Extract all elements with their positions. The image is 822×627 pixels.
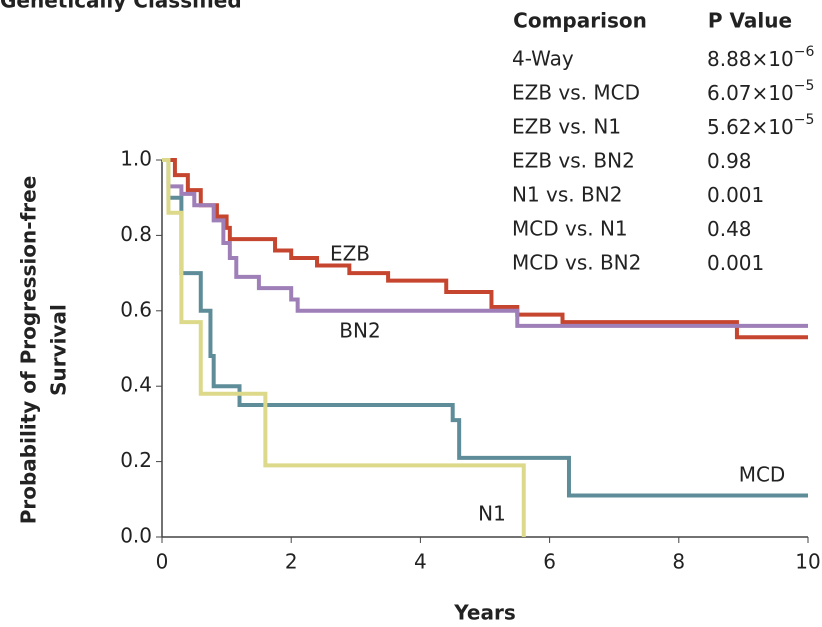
y-tick-label: 0.4 [120, 373, 152, 397]
x-tick-label: 10 [795, 550, 820, 574]
table-comparison: EZB vs. N1 [512, 115, 621, 139]
x-tick-label: 8 [672, 550, 685, 574]
table-comparison: 4-Way [512, 47, 574, 71]
table-p-value: 5.62×10−5 [707, 112, 814, 139]
survival-curve [162, 158, 808, 328]
y-tick-label: 0.2 [120, 448, 152, 472]
table-comparison: MCD vs. N1 [512, 217, 628, 241]
table-p-value: 0.48 [707, 217, 752, 241]
table-p-value: 8.88×10−6 [707, 44, 814, 71]
series-label: N1 [478, 502, 506, 526]
table-comparison: MCD vs. BN2 [512, 251, 641, 275]
survival-curve [162, 158, 526, 537]
table-comparison: EZB vs. BN2 [512, 149, 635, 173]
x-tick-label: 4 [414, 550, 427, 574]
x-tick-label: 6 [543, 550, 556, 574]
table-header: Comparison [513, 9, 647, 33]
p-value-exponent: −6 [794, 44, 815, 60]
p-value-base: 0.001 [707, 251, 764, 275]
y-tick-label: 0.8 [120, 222, 152, 246]
series-label: EZB [330, 242, 370, 266]
chart-title: Genetically Classified [0, 0, 242, 13]
y-axis-label-line: Survival [47, 304, 71, 396]
p-value-base: 8.88×10 [707, 47, 794, 71]
table-p-value: 0.001 [707, 183, 764, 207]
survival-curve [162, 158, 808, 498]
p-value-exponent: −5 [794, 78, 815, 94]
p-value-base: 0.48 [707, 217, 752, 241]
table-header: P Value [708, 9, 792, 33]
table-comparison: N1 vs. BN2 [512, 183, 622, 207]
table-p-value: 6.07×10−5 [707, 78, 814, 105]
y-tick-label: 0.0 [120, 524, 152, 548]
x-tick-label: 0 [156, 550, 169, 574]
p-value-base: 0.98 [707, 149, 752, 173]
series-label: MCD [739, 463, 786, 487]
p-value-base: 5.62×10 [707, 115, 794, 139]
table-p-value: 0.001 [707, 251, 764, 275]
p-value-base: 6.07×10 [707, 81, 794, 105]
x-axis-label: Years [453, 601, 515, 625]
table-comparison: EZB vs. MCD [512, 81, 640, 105]
p-value-exponent: −5 [794, 112, 815, 128]
x-tick-label: 2 [285, 550, 298, 574]
y-tick-label: 0.6 [120, 297, 152, 321]
table-p-value: 0.98 [707, 149, 752, 173]
y-tick-label: 1.0 [120, 147, 152, 171]
y-axis-label: Probability of Progression-free Survival [17, 176, 71, 525]
y-axis-label-line: Probability of Progression-free [17, 176, 41, 525]
p-value-base: 0.001 [707, 183, 764, 207]
series-label: BN2 [339, 319, 380, 343]
